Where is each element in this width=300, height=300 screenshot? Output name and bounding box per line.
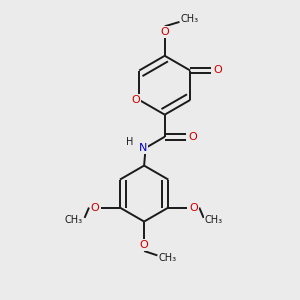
Text: CH₃: CH₃	[64, 215, 83, 225]
Text: O: O	[131, 95, 140, 105]
Text: O: O	[91, 202, 99, 213]
Text: H: H	[126, 137, 133, 147]
Text: CH₃: CH₃	[159, 253, 177, 263]
Text: O: O	[140, 240, 148, 250]
Text: O: O	[188, 132, 197, 142]
Text: O: O	[160, 27, 169, 37]
Text: CH₃: CH₃	[205, 215, 223, 225]
Text: O: O	[189, 202, 198, 213]
Text: O: O	[214, 65, 222, 76]
Text: N: N	[139, 143, 147, 153]
Text: CH₃: CH₃	[181, 14, 199, 24]
